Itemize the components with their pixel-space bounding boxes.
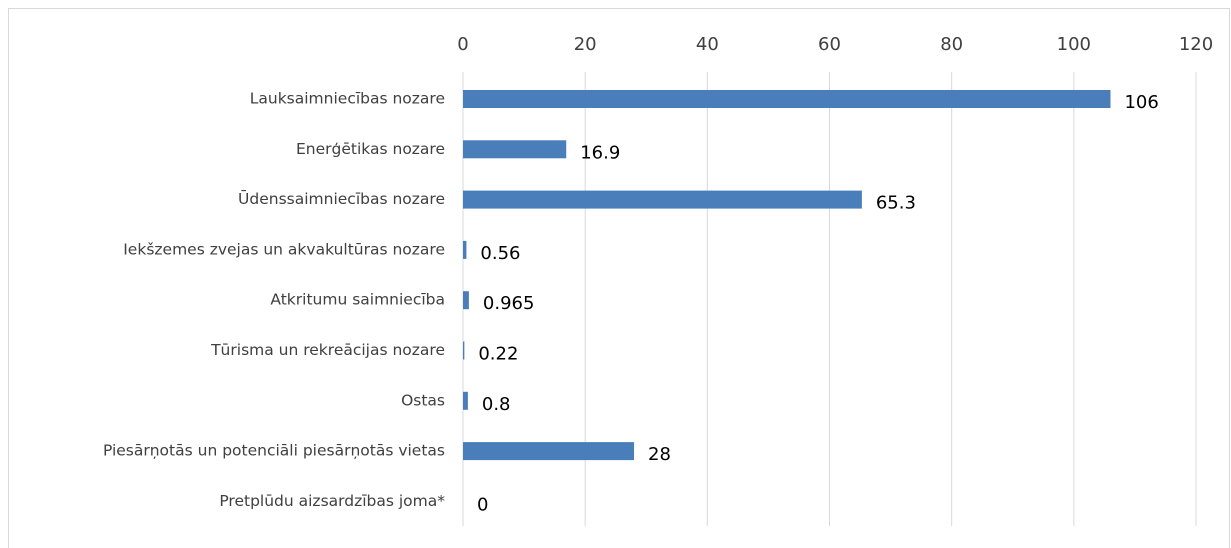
x-tick-label: 100	[1057, 34, 1091, 55]
y-tick-label: Iekšzemes zvejas un akvakultūras nozare	[123, 240, 445, 258]
bar	[463, 341, 465, 360]
y-tick-label: Lauksaimniecības nozare	[250, 90, 445, 108]
data-label: 16.9	[580, 142, 620, 163]
x-tick-label: 120	[1179, 34, 1213, 55]
x-tick-label: 80	[940, 34, 963, 55]
y-tick-label: Tūrisma un rekreācijas nozare	[210, 341, 445, 359]
bar	[463, 240, 467, 259]
bar	[463, 391, 468, 410]
y-tick-label: Pretplūdu aizsardzības joma*	[219, 492, 445, 510]
y-tick-label: Ūdenssaimniecības nozare	[238, 189, 445, 208]
bar	[463, 442, 635, 461]
bar	[463, 140, 567, 159]
x-tick-label: 40	[696, 34, 719, 55]
y-tick-label: Ostas	[401, 391, 445, 409]
bar	[463, 90, 1111, 108]
y-tick-label: Piesārņotās un potenciāli piesārņotās vi…	[103, 442, 445, 460]
data-label: 0.965	[483, 293, 535, 314]
data-label: 0.56	[480, 243, 520, 264]
bar	[463, 190, 862, 209]
data-label: 28	[648, 444, 671, 465]
y-tick-label: Enerģētikas nozare	[296, 140, 445, 158]
data-label: 106	[1124, 92, 1158, 113]
data-label: 0.8	[482, 394, 511, 415]
x-tick-label: 60	[818, 34, 841, 55]
y-tick-label: Atkritumu saimniecība	[270, 291, 445, 309]
data-label: 0	[477, 494, 488, 515]
x-tick-label: 0	[457, 34, 468, 55]
data-label: 0.22	[478, 344, 518, 365]
data-label: 65.3	[876, 193, 916, 214]
chart-border	[8, 8, 1230, 548]
x-tick-label: 20	[574, 34, 597, 55]
bar	[463, 291, 469, 310]
